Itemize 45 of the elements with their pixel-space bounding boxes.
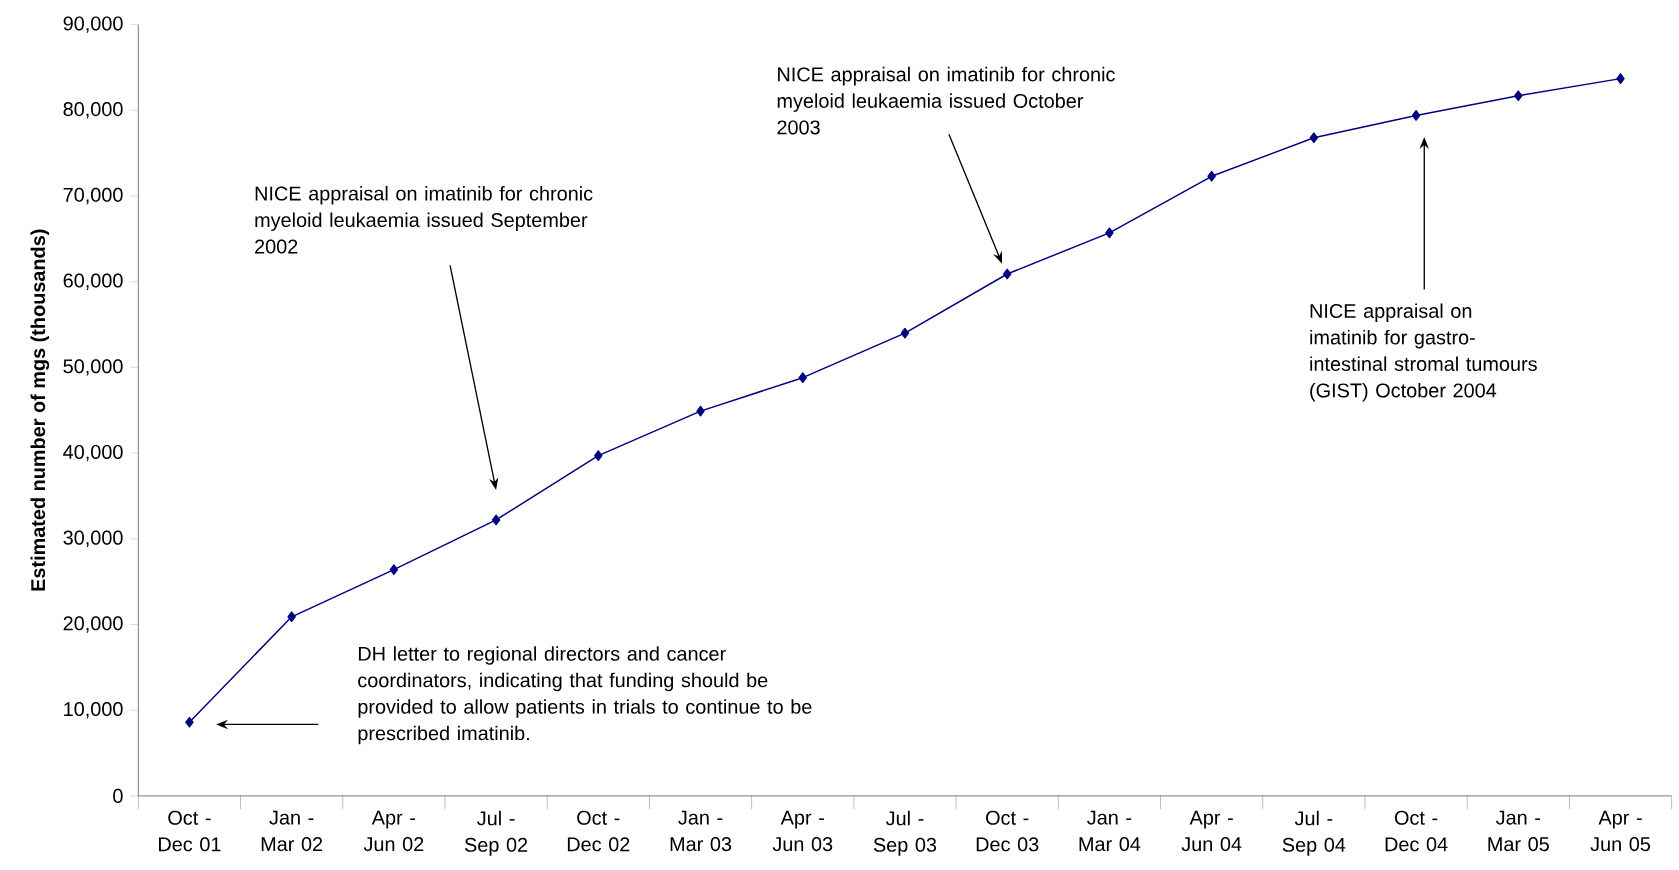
y-tick-label: 40,000 <box>63 445 123 462</box>
annotation: NICE appraisal on imatinib for chronic myeloid leukaemia issued October 2003 <box>777 67 1115 135</box>
y-tick-label: 10,000 <box>64 702 123 719</box>
annotation: NICE appraisal on imatinib for gastro-intestinal stromal tumours (GIST) October 2004 <box>1310 303 1537 402</box>
x-tick-label: Apr - Jun 02 <box>363 810 424 852</box>
x-tick-label: Jan - Mar 02 <box>261 810 323 852</box>
x-tick-label: Oct - Dec 03 <box>976 810 1039 852</box>
point <box>1514 90 1523 102</box>
point <box>491 514 501 526</box>
point <box>798 372 807 384</box>
point <box>1309 132 1319 144</box>
y-axis-title: Estimated number of mgs (thousands) <box>30 229 50 591</box>
y-tick-label: 20,000 <box>63 616 123 633</box>
point <box>185 716 194 728</box>
point <box>594 450 603 462</box>
y-tick-label: 60,000 <box>63 273 123 291</box>
x-tick-label: Jan - Mar 05 <box>1488 810 1549 852</box>
y-tick-label: 30,000 <box>63 530 123 548</box>
point <box>1616 73 1625 85</box>
x-tick-label: Apr - Jun 03 <box>772 810 833 852</box>
x-tick-label: Oct - Dec 01 <box>159 810 221 852</box>
x-tick-label: Jan - Mar 04 <box>1079 810 1141 852</box>
point <box>1411 110 1421 121</box>
x-tick-label: Jan - Mar 03 <box>670 810 732 852</box>
x-tick-label: Oct - Dec 02 <box>567 810 630 852</box>
x-tick-label: Jul - Sep 03 <box>873 810 937 856</box>
x-tick-label: Jul - Sep 02 <box>464 810 528 856</box>
point <box>696 405 705 417</box>
annotation: NICE appraisal on imatinib for chronic myeloid leukaemia issued September 2002 <box>255 186 593 254</box>
y-tick-label: 50,000 <box>63 359 123 376</box>
y-tick-label: 90,000 <box>63 16 123 33</box>
y-tick-label: 80,000 <box>63 102 123 119</box>
y-tick-label: 0 <box>113 789 123 804</box>
point <box>1002 268 1012 280</box>
x-tick-label: Apr - Jun 05 <box>1590 810 1651 852</box>
point <box>389 564 399 576</box>
point <box>1105 227 1114 239</box>
x-tick-label: Apr - Jun 04 <box>1181 810 1242 852</box>
x-tick-label: Jul - Sep 04 <box>1282 810 1346 856</box>
annotation: DH letter to regional directors and cancer coordinators, indicating that funding should be provided to allow patients in trials to continue to be prescribed imatinib. <box>358 646 812 745</box>
y-tick-label: 70,000 <box>63 187 123 205</box>
point <box>287 611 296 623</box>
point <box>900 327 910 339</box>
x-tick-label: Oct - Dec 04 <box>1385 810 1448 852</box>
point <box>1207 171 1216 182</box>
